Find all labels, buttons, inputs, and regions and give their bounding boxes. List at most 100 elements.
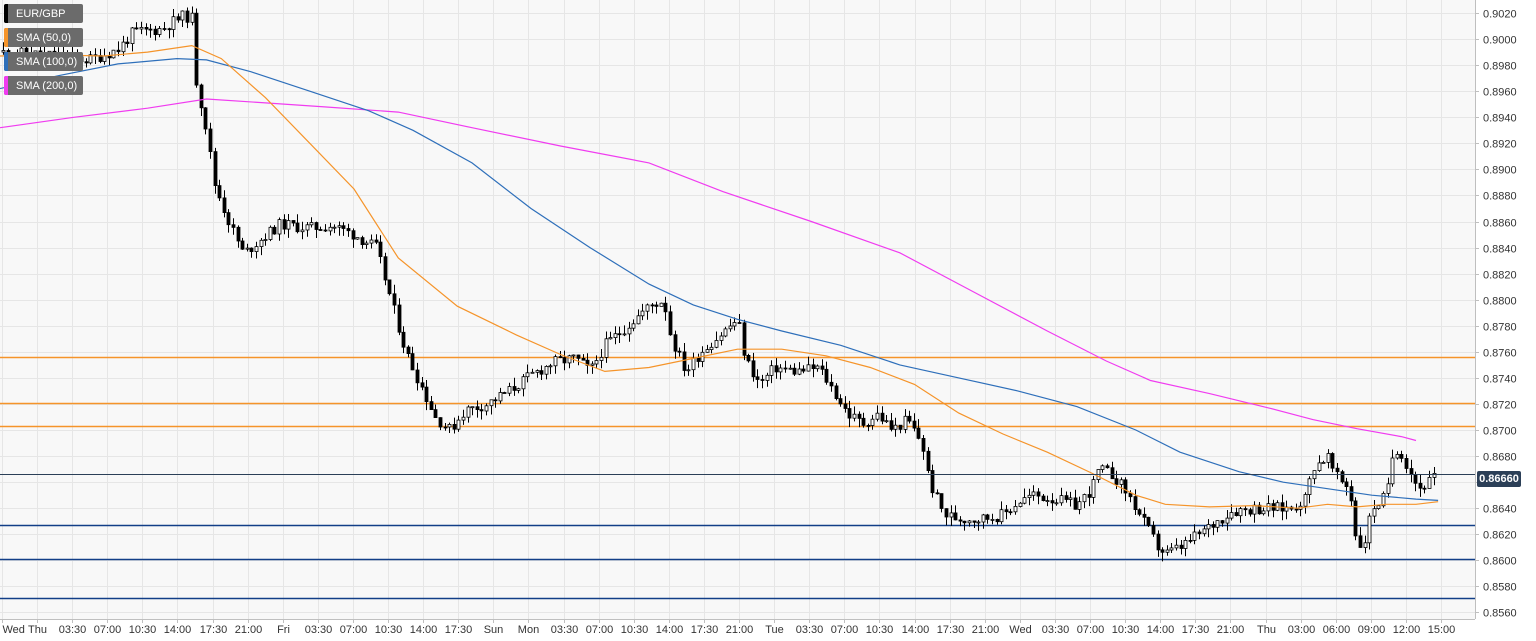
candle-down bbox=[1064, 495, 1069, 500]
candle-up bbox=[111, 49, 116, 59]
legend-sma-100[interactable]: SMA (100,0) bbox=[4, 52, 84, 71]
candle-down bbox=[1188, 540, 1193, 542]
time-tick-label: 07:00 bbox=[340, 624, 368, 636]
current-price-tag: 0.86660 bbox=[1477, 471, 1521, 487]
candle-up bbox=[594, 360, 599, 365]
candle-down bbox=[318, 229, 323, 231]
time-tick-label: Thu bbox=[1257, 624, 1276, 636]
price-tick-label: 0.9020 bbox=[1483, 9, 1517, 21]
horizontal-grid bbox=[0, 13, 1475, 613]
time-tick-label: 17:30 bbox=[445, 624, 473, 636]
candle-up bbox=[1381, 492, 1386, 507]
candle-up bbox=[461, 416, 466, 421]
candle-down bbox=[972, 520, 977, 523]
time-tick-label: 07:00 bbox=[586, 624, 614, 636]
candle-down bbox=[346, 228, 351, 232]
candle-down bbox=[654, 304, 659, 307]
candle-down bbox=[916, 427, 921, 439]
candle-up bbox=[640, 310, 645, 317]
candle-down bbox=[755, 376, 760, 380]
candle-down bbox=[677, 350, 682, 353]
candle-down bbox=[866, 424, 871, 427]
candle-down bbox=[1220, 520, 1225, 524]
candle-down bbox=[433, 409, 438, 419]
candle-up bbox=[1174, 544, 1179, 549]
candle-down bbox=[737, 322, 742, 324]
candle-up bbox=[1363, 542, 1368, 548]
candle-down bbox=[539, 370, 544, 375]
time-tick-label: 03:30 bbox=[1042, 624, 1070, 636]
candle-up bbox=[102, 55, 107, 62]
candle-up bbox=[1229, 512, 1234, 519]
candle-down bbox=[774, 365, 779, 373]
candle-down bbox=[1353, 500, 1358, 537]
time-tick-label: 09:00 bbox=[1358, 624, 1386, 636]
candle-down bbox=[1344, 481, 1349, 487]
time-tick-label: 10:30 bbox=[1112, 624, 1140, 636]
candle-up bbox=[893, 424, 898, 430]
candle-down bbox=[360, 237, 365, 246]
time-tick-label: Mon bbox=[518, 624, 539, 636]
candle-down bbox=[410, 353, 415, 371]
plot-background bbox=[0, 0, 1475, 619]
candle-up bbox=[355, 237, 360, 240]
legend-sma-200-swatch bbox=[4, 76, 8, 95]
candle-down bbox=[843, 403, 848, 409]
candle-down bbox=[392, 293, 397, 306]
sma-100-line bbox=[0, 57, 1439, 501]
candle-up bbox=[1031, 491, 1036, 496]
candle-down bbox=[374, 239, 379, 243]
legend-sma-200[interactable]: SMA (200,0) bbox=[4, 76, 84, 95]
price-tick-label: 0.8600 bbox=[1483, 556, 1517, 568]
candle-up bbox=[1183, 540, 1188, 549]
time-tick-label: Wed bbox=[3, 624, 25, 636]
candle-down bbox=[746, 354, 751, 362]
candle-up bbox=[1119, 479, 1124, 485]
candle-up bbox=[875, 412, 880, 420]
candle-down bbox=[203, 107, 208, 130]
candle-up bbox=[1432, 472, 1437, 478]
candle-up bbox=[535, 370, 540, 373]
candle-down bbox=[1340, 471, 1345, 483]
price-tick-label: 0.8720 bbox=[1483, 400, 1517, 412]
candle-up bbox=[723, 328, 728, 337]
candle-up bbox=[548, 365, 553, 368]
candle-up bbox=[1326, 453, 1331, 463]
legend-sma-50[interactable]: SMA (50,0) bbox=[4, 28, 84, 47]
candle-down bbox=[912, 420, 917, 429]
candle-down bbox=[84, 61, 89, 64]
time-tick-label: 21:00 bbox=[972, 624, 1000, 636]
candle-down bbox=[401, 331, 406, 348]
candle-down bbox=[1004, 509, 1009, 513]
candle-down bbox=[811, 364, 816, 369]
candle-down bbox=[226, 212, 231, 226]
candle-down bbox=[351, 230, 356, 240]
candle-up bbox=[1045, 500, 1050, 503]
time-tick-label: 03:30 bbox=[551, 624, 579, 636]
candle-up bbox=[769, 365, 774, 376]
candle-down bbox=[801, 368, 806, 372]
candle-down bbox=[1211, 524, 1216, 528]
candle-up bbox=[1054, 502, 1059, 505]
candle-down bbox=[1156, 533, 1161, 551]
candle-up bbox=[553, 356, 558, 367]
candle-down bbox=[1243, 508, 1248, 511]
candle-up bbox=[456, 419, 461, 430]
price-tick-label: 0.8940 bbox=[1483, 113, 1517, 125]
price-tick-label: 0.9000 bbox=[1483, 35, 1517, 47]
candle-down bbox=[1050, 500, 1055, 504]
support-resistance-lines bbox=[0, 356, 1475, 600]
candle-down bbox=[1349, 486, 1354, 502]
candle-up bbox=[976, 521, 981, 524]
price-tick-label: 0.8560 bbox=[1483, 608, 1517, 620]
candle-up bbox=[447, 423, 452, 428]
candle-down bbox=[617, 333, 622, 336]
candle-up bbox=[659, 302, 664, 307]
candle-down bbox=[240, 240, 245, 250]
candle-down bbox=[153, 28, 158, 36]
candle-down bbox=[760, 379, 765, 381]
candle-down bbox=[148, 28, 153, 31]
legend-symbol[interactable]: EUR/GBP bbox=[4, 4, 84, 23]
candle-up bbox=[277, 219, 282, 235]
